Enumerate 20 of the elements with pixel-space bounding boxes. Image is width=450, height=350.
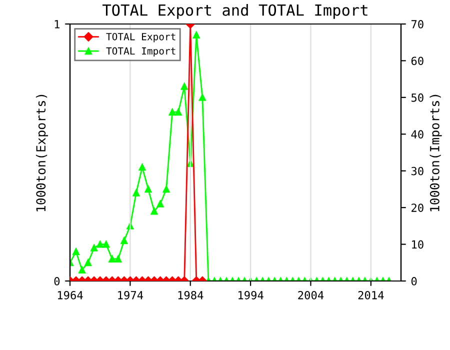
x-tick-label: 2004 [298,290,324,300]
y2-tick-label: 60 [411,56,424,66]
y2-tick-label: 70 [411,20,424,28]
y-axis-title: 1000ton(Exports) [36,94,48,212]
chart-title: TOTAL Export and TOTAL Import [102,4,368,19]
y2-tick-label: 30 [411,166,424,176]
y2-tick-label: 0 [411,277,417,286]
x-tick-label: 2014 [358,290,384,300]
y2-tick-label: 40 [411,130,424,139]
x-tick-label: 1984 [178,290,204,300]
legend-label: TOTAL Import [106,47,176,57]
y2-tick-label: 20 [412,204,424,212]
x-tick-label: 1994 [238,290,264,300]
x-tick-label: 1974 [118,290,144,300]
y2-tick-label: 50 [412,93,424,102]
y-tick-label: 1 [54,20,60,28]
y2-tick-label: 10 [412,240,424,249]
y2-axis-title: 1000ton(Imports) [430,94,442,212]
x-tick-label: 1964 [58,290,83,300]
legend-label: TOTAL Export [106,32,176,42]
